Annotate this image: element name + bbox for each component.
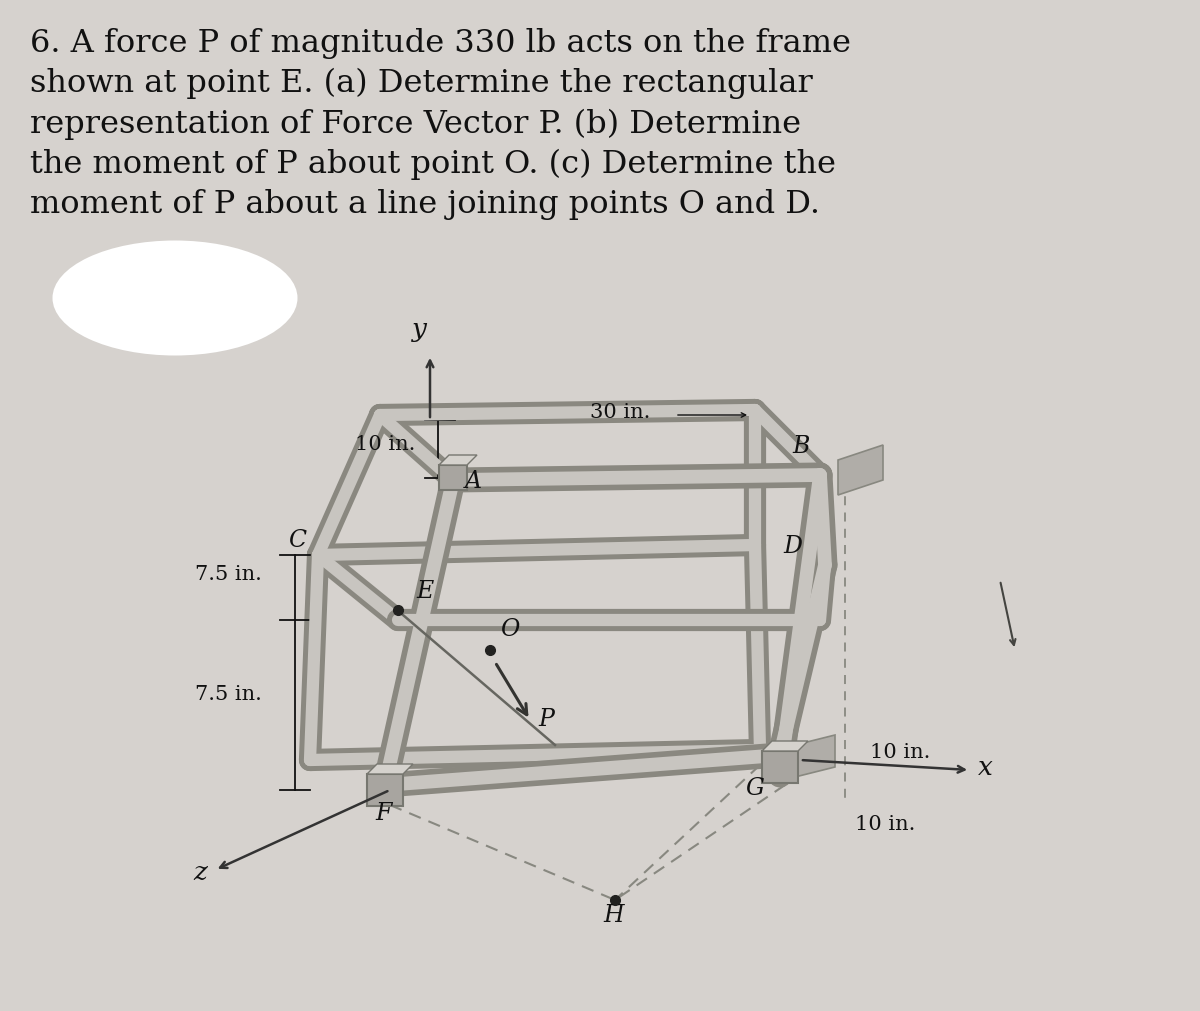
Text: 10 in.: 10 in. — [854, 815, 916, 834]
Bar — [762, 751, 798, 783]
Text: B: B — [792, 435, 809, 458]
Text: P: P — [538, 708, 554, 731]
Text: C: C — [288, 529, 306, 552]
Text: 30 in.: 30 in. — [590, 403, 650, 422]
Text: F: F — [374, 802, 391, 825]
Text: z: z — [193, 860, 206, 885]
Polygon shape — [367, 764, 413, 774]
Polygon shape — [796, 735, 835, 777]
Polygon shape — [439, 455, 478, 465]
Polygon shape — [838, 445, 883, 495]
Text: 7.5 in.: 7.5 in. — [194, 565, 262, 584]
Text: A: A — [466, 470, 482, 493]
Text: E: E — [416, 580, 433, 603]
Ellipse shape — [55, 243, 295, 353]
Text: H: H — [604, 904, 624, 927]
Text: y: y — [412, 317, 427, 342]
Text: G: G — [745, 777, 764, 800]
Text: O: O — [500, 618, 520, 641]
Bar — [367, 774, 403, 806]
Text: 10 in.: 10 in. — [355, 435, 415, 454]
Bar — [439, 465, 467, 490]
Text: D: D — [784, 535, 802, 558]
Polygon shape — [762, 741, 808, 751]
Text: 7.5 in.: 7.5 in. — [194, 685, 262, 704]
Text: 6. A force P of magnitude 330 lb acts on the frame
shown at point E. (a) Determi: 6. A force P of magnitude 330 lb acts on… — [30, 28, 851, 220]
Text: 10 in.: 10 in. — [870, 743, 930, 762]
Ellipse shape — [53, 241, 298, 356]
Text: x: x — [978, 755, 992, 780]
